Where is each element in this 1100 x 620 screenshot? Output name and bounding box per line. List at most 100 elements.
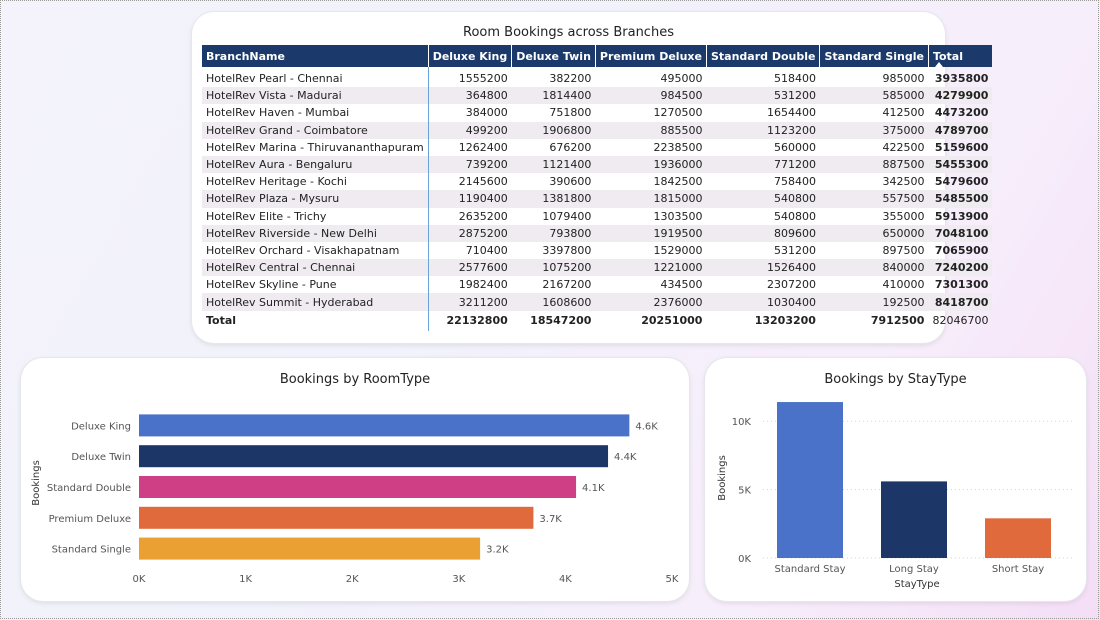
value-cell: 364800 (428, 87, 512, 105)
total-cell: 13203200 (754, 314, 816, 328)
value-cell: 1123200 (706, 121, 820, 139)
branch-name-cell: HotelRev Riverside - New Delhi (202, 224, 429, 242)
table-row[interactable]: HotelRev Heritage - Kochi 2145600 390600 18… (202, 173, 992, 191)
table-row[interactable]: HotelRev Vista - Madurai 364800 1814400 984… (202, 87, 993, 105)
table-row[interactable]: HotelRev Haven - Mumbai 384000 751800 12705… (202, 104, 992, 122)
value-cell: 1906800 (511, 121, 596, 139)
value-cell: 2145600 (458, 175, 508, 189)
table-row[interactable]: HotelRev Orchard - Visakhapatnam 710400 33… (202, 241, 992, 260)
value-cell: 650000 (819, 224, 929, 242)
table-row[interactable]: HotelRev Plaza - Mysuru 1190400 1381800 181… (202, 190, 993, 208)
table-row[interactable]: HotelRev Grand - Coimbatore 499200 1906800… (202, 121, 993, 139)
table-row[interactable]: HotelRev Marina - Thiruvananthapuram 1262… (202, 138, 992, 156)
value-cell: 1529000 (653, 243, 703, 257)
value-cell: 3397800 (542, 243, 592, 257)
roomtype-x-tick-label: 3K (452, 574, 465, 585)
total-row-label: Total (202, 310, 429, 331)
branch-name-cell: HotelRev Marina - Thiruvananthapuram (202, 138, 429, 156)
staytype-y-tick-label: 10K (732, 417, 752, 428)
value-cell: 585000 (819, 87, 929, 105)
table-header-row: BranchName Deluxe King Deluxe Twin Premi… (202, 45, 993, 67)
staytype-bar (985, 518, 1051, 558)
grand-total-cell: 82046700 (932, 314, 989, 328)
value-cell: 540800 (706, 190, 820, 208)
value-cell: 375000 (819, 121, 929, 139)
row-total-cell: 7065900 (934, 243, 989, 257)
staytype-chart-title: Bookings by StayType (824, 372, 967, 387)
table-row[interactable]: HotelRev Summit - Hyderabad 3211200 160860… (202, 293, 993, 311)
value-cell: 3211200 (428, 293, 512, 311)
row-total-cell: 4279900 (928, 87, 993, 105)
value-cell: 540800 (773, 209, 816, 223)
roomtype-bar-chart: Deluxe King 4.6K Deluxe Twin 4.4K Standard D… (31, 414, 679, 585)
sort-ascending-icon (935, 62, 944, 67)
value-cell: 771200 (706, 155, 820, 174)
roomtype-x-tick-label: 1K (239, 574, 252, 585)
branch-name-cell: HotelRev Summit - Hyderabad (202, 293, 429, 311)
roomtype-bar (139, 414, 630, 437)
value-cell: 355000 (882, 209, 925, 223)
value-cell: 1815000 (595, 190, 707, 208)
staytype-x-axis-title: StayType (894, 579, 939, 590)
col-header-standard-single[interactable]: Standard Single (819, 45, 929, 67)
table-row[interactable]: HotelRev Aura - Bengaluru 739200 1121400 19… (202, 155, 993, 174)
value-cell: 1654400 (766, 106, 816, 120)
table-total-row: Total 22132800 18547200 20251000 1320320… (202, 310, 992, 331)
roomtype-x-tick-label: 0K (133, 574, 146, 585)
row-total-cell: 5479600 (934, 175, 989, 189)
value-cell: 495000 (660, 72, 703, 86)
row-total-cell: 7048100 (928, 224, 993, 242)
row-total-cell: 5159600 (934, 140, 989, 154)
staytype-column-chart: 0K 5K 10K Standard Stay Long Stay Short Stay S… (717, 402, 1075, 590)
table-row[interactable]: HotelRev Riverside - New Delhi 2875200 793… (202, 224, 993, 242)
value-cell: 499200 (428, 121, 512, 139)
roomtype-category-label: Standard Double (47, 483, 131, 494)
value-cell: 885500 (595, 121, 707, 139)
branch-name-cell: HotelRev Central - Chennai (202, 259, 429, 277)
staytype-y-axis-title: Bookings (717, 455, 728, 501)
branch-name-cell: HotelRev Pearl - Chennai (202, 67, 429, 88)
value-cell: 1381800 (511, 190, 596, 208)
value-cell: 758400 (773, 175, 816, 189)
table-row[interactable]: HotelRev Central - Chennai 2577600 1075200… (202, 259, 993, 277)
row-total-cell: 7240200 (928, 259, 993, 277)
value-cell: 887500 (819, 155, 929, 174)
roomtype-bar (139, 537, 481, 560)
row-total-cell: 4789700 (928, 121, 993, 139)
value-cell: 531200 (706, 87, 820, 105)
value-cell: 192500 (819, 293, 929, 311)
col-header-premium-deluxe[interactable]: Premium Deluxe (595, 45, 707, 67)
branch-name-cell: HotelRev Grand - Coimbatore (202, 121, 429, 139)
value-cell: 984500 (595, 87, 707, 105)
value-cell: 2376000 (595, 293, 707, 311)
roomtype-data-label: 3.7K (539, 514, 562, 525)
staytype-category-label: Standard Stay (775, 564, 846, 575)
roomtype-chart-title: Bookings by RoomType (279, 372, 431, 387)
value-cell: 531200 (773, 243, 816, 257)
staytype-bar (881, 481, 947, 558)
col-header-standard-double[interactable]: Standard Double (706, 45, 821, 67)
roomtype-data-label: 4.6K (635, 421, 658, 432)
value-cell: 434500 (660, 278, 703, 292)
table-row[interactable]: HotelRev Pearl - Chennai 1555200 382200 495… (202, 67, 992, 88)
table-row[interactable]: HotelRev Elite - Trichy 2635200 1079400 130… (202, 207, 992, 225)
roomtype-category-label: Premium Deluxe (49, 514, 131, 525)
col-header-total[interactable]: Total (928, 45, 993, 67)
value-cell: 2167200 (542, 278, 592, 292)
value-cell: 1555200 (458, 72, 508, 86)
table-title: Room Bookings across Branches (463, 25, 674, 40)
row-total-cell: 3935800 (934, 72, 989, 86)
value-cell: 739200 (428, 155, 512, 174)
branch-name-cell: HotelRev Aura - Bengaluru (202, 155, 429, 174)
branch-name-cell: HotelRev Elite - Trichy (202, 207, 429, 225)
col-header-deluxe-twin[interactable]: Deluxe Twin (511, 45, 596, 67)
col-header-branchname[interactable]: BranchName (202, 45, 429, 67)
value-cell: 840000 (819, 259, 929, 277)
col-header-deluxe-king[interactable]: Deluxe King (428, 45, 513, 67)
value-cell: 2635200 (458, 209, 508, 223)
roomtype-category-label: Deluxe Twin (71, 452, 131, 463)
table-row[interactable]: HotelRev Skyline - Pune 1982400 2167200 434… (202, 276, 992, 294)
roomtype-category-label: Deluxe King (71, 421, 131, 432)
value-cell: 557500 (819, 190, 929, 208)
roomtype-bar (139, 445, 609, 468)
